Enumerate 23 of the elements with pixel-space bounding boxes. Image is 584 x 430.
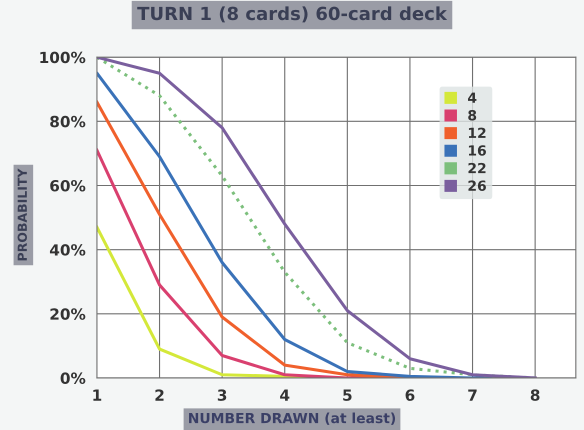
legend-label: 16 (468, 145, 486, 156)
x-axis-title: NUMBER DRAWN (at least) (189, 412, 396, 425)
chart-title: TURN 1 (8 cards) 60-card deck (137, 6, 448, 22)
x-tick-label: 6 (406, 389, 414, 401)
legend-label: 22 (468, 162, 486, 174)
x-tick-label: 8 (530, 389, 540, 401)
legend-label: 8 (468, 110, 476, 121)
y-tick-label: 80% (50, 116, 86, 128)
x-tick-label: 7 (468, 390, 477, 401)
y-axis-title: PROBABILITY (18, 168, 27, 260)
x-tick-label: 1 (93, 390, 102, 401)
legend-label: 4 (468, 92, 476, 103)
y-tick-label: 40% (50, 244, 86, 256)
y-tick-label: 0% (60, 372, 86, 384)
x-tick-label: 4 (280, 390, 290, 401)
y-tick-label: 20% (50, 308, 86, 320)
x-tick-label: 2 (155, 389, 164, 401)
y-tick-label: 100% (40, 52, 86, 64)
legend-label: 26 (468, 180, 486, 191)
legend-label: 12 (468, 128, 486, 138)
x-tick-label: 5 (343, 390, 352, 401)
x-tick-label: 3 (218, 389, 226, 401)
y-tick-label: 60% (50, 180, 86, 192)
